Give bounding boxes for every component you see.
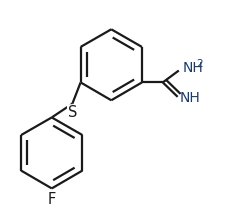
Text: NH: NH bbox=[180, 91, 201, 105]
Text: 2: 2 bbox=[197, 59, 203, 69]
Text: S: S bbox=[68, 105, 77, 120]
Text: NH: NH bbox=[182, 61, 203, 75]
Text: F: F bbox=[48, 192, 56, 207]
